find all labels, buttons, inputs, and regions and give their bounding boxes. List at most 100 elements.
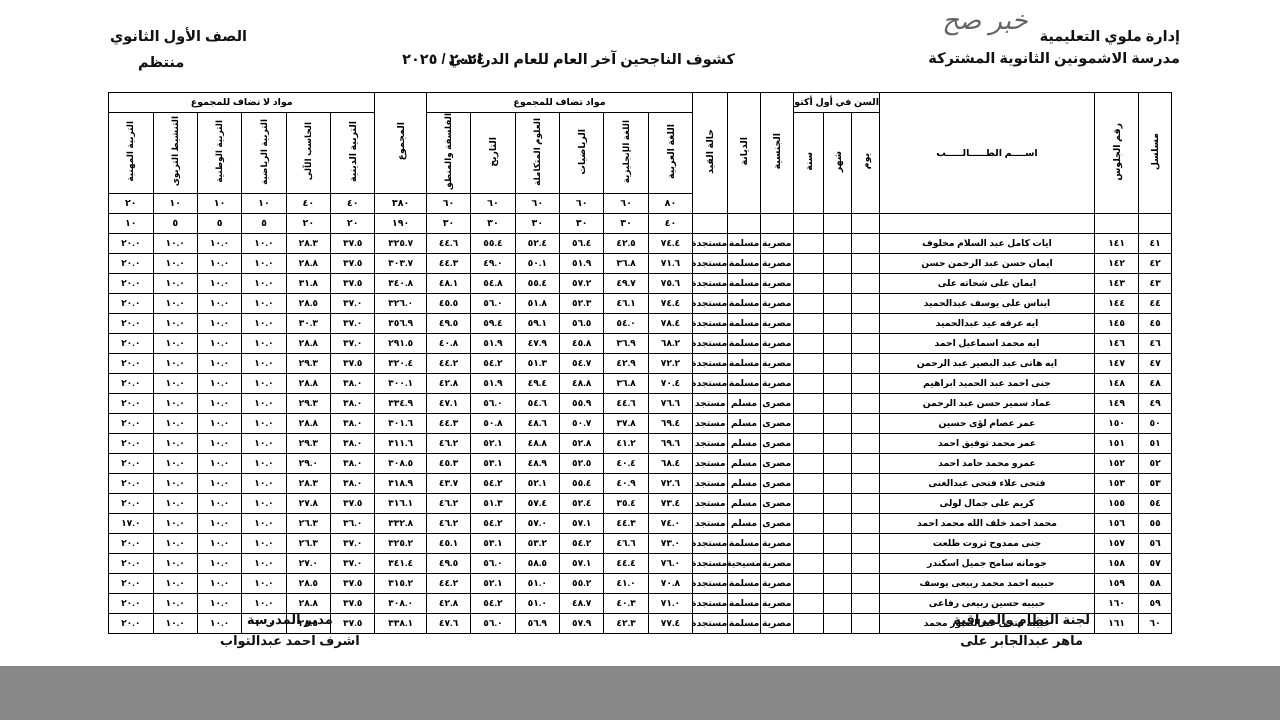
cell-grade-science: ٥٠.١ bbox=[514, 253, 561, 275]
cell-grade-national-edu: ١٠.٠ bbox=[196, 493, 243, 515]
cell-age-year bbox=[792, 293, 824, 315]
cell-grade-national-edu: ١٠.٠ bbox=[196, 253, 243, 275]
cell-enrollment-status: مستجدة bbox=[692, 293, 729, 315]
cell-grade-national-edu: ١٠.٠ bbox=[196, 573, 243, 595]
cell-age-day bbox=[850, 293, 881, 315]
cell-age-day bbox=[850, 233, 881, 255]
cell-grade-english: ٤٩.٧ bbox=[603, 273, 649, 295]
cell-age-month bbox=[822, 413, 852, 435]
cell-age-year bbox=[792, 273, 824, 295]
cell-grade-vocational: ٢٠.٠ bbox=[108, 273, 154, 295]
cell-religion: مسلمة bbox=[727, 233, 761, 255]
cell-enrollment-status: مستجدة bbox=[692, 313, 729, 335]
cell-grade-physical-edu: ١٠.٠ bbox=[241, 233, 287, 255]
cell-religion: مسلمة bbox=[727, 573, 761, 595]
max-vocational: ٢٠ bbox=[108, 193, 154, 215]
cell-grade-history: ٥٣.١ bbox=[470, 533, 516, 555]
cell-total: ٣٢٥.٧ bbox=[374, 233, 427, 255]
cell-age-day bbox=[850, 353, 881, 375]
cell-age-month bbox=[822, 273, 852, 295]
cell-age-year bbox=[792, 473, 824, 495]
cell-grade-vocational: ٢٠.٠ bbox=[108, 573, 154, 595]
cell-nationality: مصرية bbox=[759, 553, 794, 575]
cell-age-month bbox=[822, 393, 852, 415]
cell-total: ٣٤١.٤ bbox=[374, 553, 427, 575]
header-group-added: مواد تضاف للمجموع bbox=[425, 92, 694, 113]
max-arabic: ٨٠ bbox=[647, 193, 694, 215]
cell-age-day bbox=[850, 433, 881, 455]
cell-grade-computer: ٢٩.٣ bbox=[285, 393, 332, 415]
max-english: ٦٠ bbox=[603, 193, 649, 215]
cell-nationality: مصرية bbox=[759, 293, 794, 315]
cell-grade-history: ٥٩.٤ bbox=[470, 313, 516, 335]
cell-enrollment-status: مستجد bbox=[692, 393, 729, 415]
cell-grade-computer: ٢٦.٣ bbox=[285, 533, 332, 555]
cell-total: ٣١٥.٢ bbox=[374, 573, 427, 595]
cell-grade-religion-edu: ٣٧.٥ bbox=[330, 493, 376, 515]
cell-grade-religion-edu: ٣٨.٠ bbox=[330, 373, 376, 395]
cell-grade-physical-edu: ١٠.٠ bbox=[241, 433, 287, 455]
cell-grade-religion-edu: ٣٧.٠ bbox=[330, 533, 376, 555]
pass-philosophy: ٣٠ bbox=[425, 213, 472, 235]
cell-grade-english: ٤٠.٩ bbox=[603, 473, 649, 495]
cell-age-day bbox=[850, 313, 881, 335]
pass-science: ٣٠ bbox=[514, 213, 561, 235]
cell-grade-english: ٤٤.٣ bbox=[603, 513, 649, 535]
cell-enrollment-status: مستجد bbox=[692, 433, 729, 455]
cell-grade-computer: ٢٧.٠ bbox=[285, 553, 332, 575]
cell-enrollment-status: مستجدة bbox=[692, 533, 729, 555]
cell-age-year bbox=[792, 553, 824, 575]
cell-grade-arabic: ٧٣.٠ bbox=[647, 533, 694, 555]
cell-grade-math: ٥٤.٢ bbox=[559, 533, 605, 555]
study-system: منتظم bbox=[138, 55, 185, 71]
header-seat-number: رقم الجلوس bbox=[1093, 91, 1140, 215]
header-serial: مسلسل bbox=[1138, 91, 1172, 215]
cell-age-year bbox=[792, 413, 824, 435]
cell-enrollment-status: مستجدة bbox=[692, 253, 729, 275]
cell-religion: مسلم bbox=[727, 493, 761, 515]
cell-student-name: عمرو محمد حامد احمد bbox=[879, 453, 1095, 475]
cell-grade-science: ٥٥.٤ bbox=[514, 273, 561, 295]
cell-grade-activity: ١٠.٠ bbox=[152, 413, 198, 435]
table-row: ٤٧ ١٤٧ ايه هاتى عبد البصير عبد الرحمن مصرية… bbox=[108, 353, 1172, 375]
cell-grade-history: ٥٥.٤ bbox=[470, 233, 516, 255]
cell-serial: ٤١ bbox=[1138, 233, 1172, 255]
cell-grade-physical-edu: ١٠.٠ bbox=[241, 513, 287, 535]
cell-religion: مسلم bbox=[727, 473, 761, 495]
cell-grade-physical-edu: ١٠.٠ bbox=[241, 273, 287, 295]
cell-grade-national-edu: ١٠.٠ bbox=[196, 373, 243, 395]
grade-level: الصف الأول الثانوي bbox=[110, 29, 247, 45]
cell-grade-english: ٤٢.٥ bbox=[603, 233, 649, 255]
cell-grade-activity: ١٠.٠ bbox=[152, 533, 198, 555]
max-religion-edu: ٤٠ bbox=[330, 193, 376, 215]
cell-age-day bbox=[850, 553, 881, 575]
cell-student-name: فتحى علاء فتحى عبدالغنى bbox=[879, 473, 1095, 495]
pass-english: ٣٠ bbox=[603, 213, 649, 235]
cell-age-month bbox=[822, 333, 852, 355]
cell-total: ٣١١.٦ bbox=[374, 433, 427, 455]
cell-grade-vocational: ٢٠.٠ bbox=[108, 333, 154, 355]
cell-nationality: مصرى bbox=[759, 393, 794, 415]
cell-serial: ٥٨ bbox=[1138, 573, 1172, 595]
cell-age-month bbox=[822, 233, 852, 255]
cell-grade-science: ٤٨.٦ bbox=[514, 413, 561, 435]
header-subject-science: العلوم المتكاملة bbox=[514, 111, 561, 195]
cell-grade-vocational: ٢٠.٠ bbox=[108, 353, 154, 375]
table-row: ٥٥ ١٥٦ محمد احمد خلف الله محمد احمد مصرى مسل… bbox=[108, 513, 1172, 535]
cell-enrollment-status: مستجد bbox=[692, 513, 729, 535]
cell-grade-activity: ١٠.٠ bbox=[152, 453, 198, 475]
cell-grade-philosophy: ٤٩.٥ bbox=[425, 553, 472, 575]
header-enrollment-status: حالة القيد bbox=[692, 91, 729, 215]
cell-grade-english: ٤٢.٣ bbox=[603, 613, 649, 635]
cell-grade-computer: ٢٨.٨ bbox=[285, 333, 332, 355]
cell-grade-science: ٥٦.٩ bbox=[514, 613, 561, 635]
table-row: ٥٨ ١٥٩ حبيبه احمد محمد ربيعى يوسف مصرية مسلم… bbox=[108, 573, 1172, 595]
committee-label: لجنة النظام والمراقبة bbox=[953, 612, 1090, 627]
cell-age-day bbox=[850, 573, 881, 595]
cell-grade-physical-edu: ١٠.٠ bbox=[241, 353, 287, 375]
cell-grade-arabic: ٧٢.٦ bbox=[647, 473, 694, 495]
cell-grade-physical-edu: ١٠.٠ bbox=[241, 333, 287, 355]
cell-grade-activity: ١٠.٠ bbox=[152, 473, 198, 495]
cell-grade-religion-edu: ٣٨.٠ bbox=[330, 453, 376, 475]
